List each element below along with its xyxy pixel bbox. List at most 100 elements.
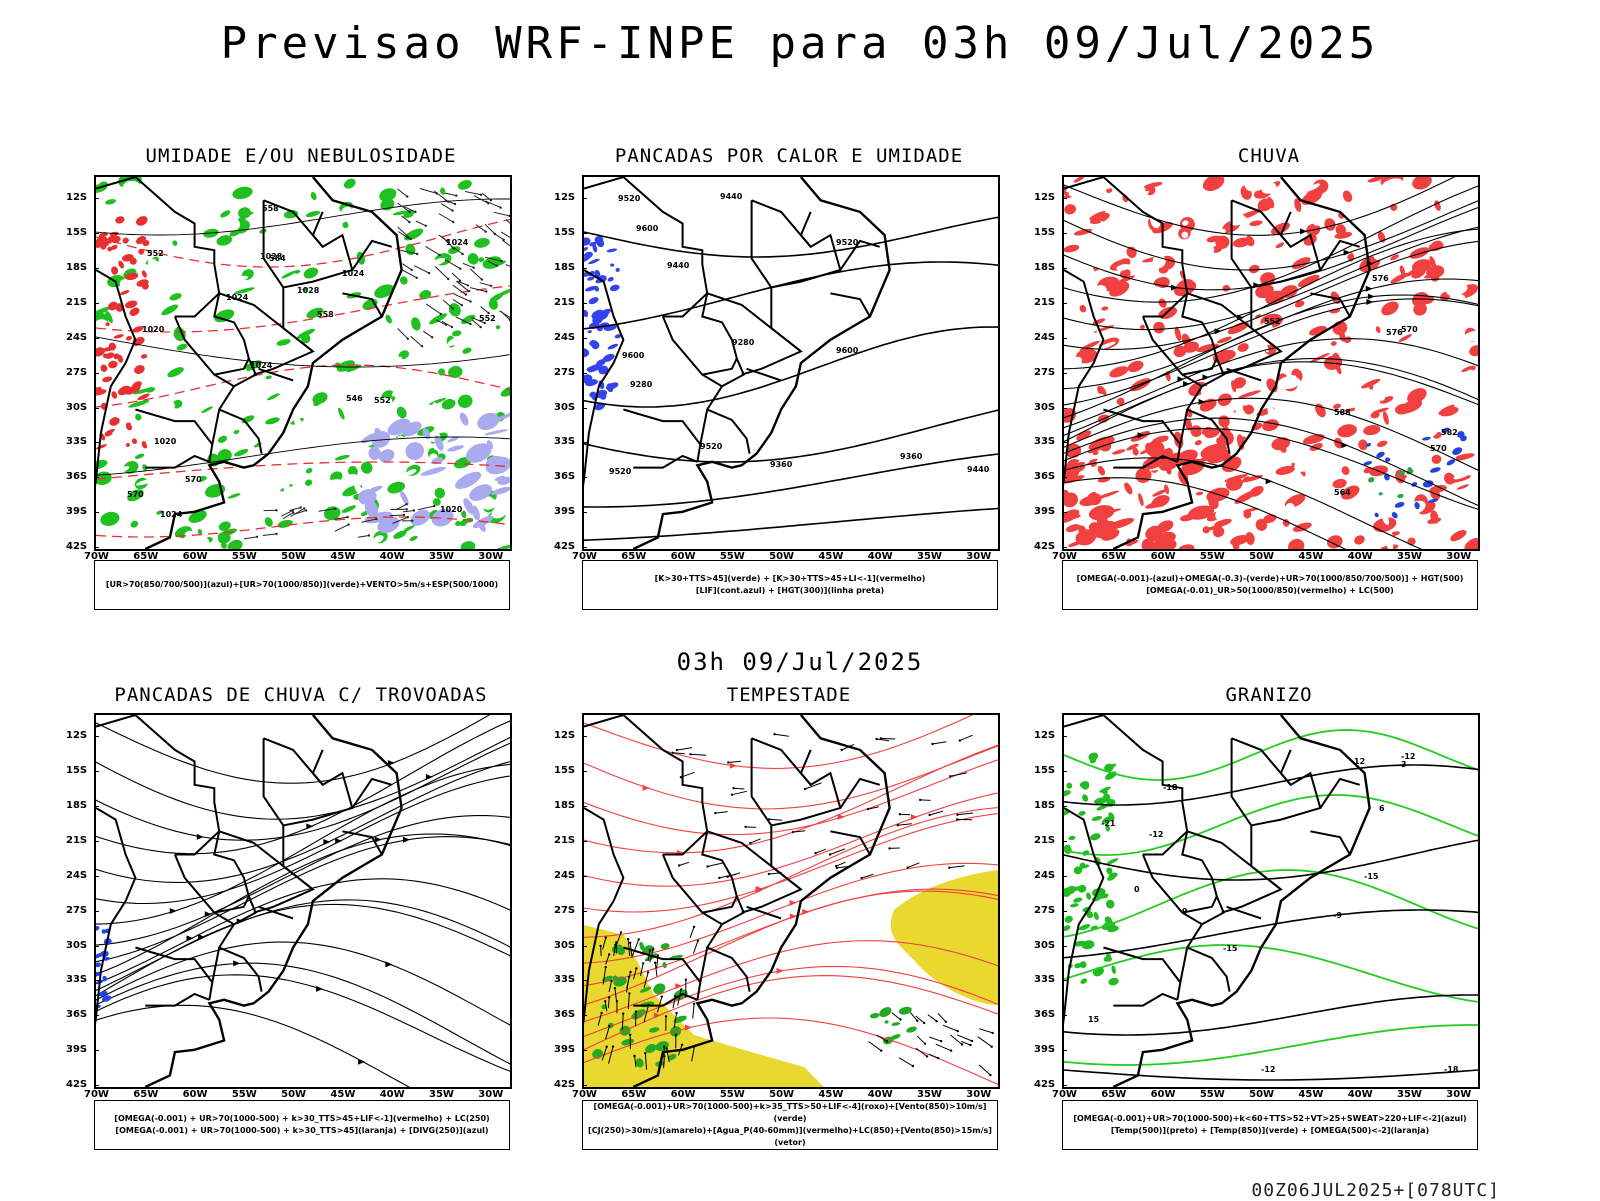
country-border <box>840 779 879 808</box>
wind-vector-head <box>605 936 607 938</box>
wind-vector-head <box>622 1012 624 1014</box>
field-blob <box>1261 417 1281 433</box>
latitude-tick-mark <box>94 771 99 772</box>
wind-vector-head <box>600 1012 602 1014</box>
longitude-tick: 65W <box>133 1089 158 1100</box>
legend-box-granizo: [OMEGA(-0.001)+UR>70(1000-500)+k<60+TTS>… <box>1062 1100 1478 1150</box>
field-blob <box>1410 177 1434 192</box>
field-blob <box>1196 209 1214 222</box>
field-blob <box>293 416 303 427</box>
field-blob <box>1379 299 1401 319</box>
field-blob <box>304 478 313 487</box>
field-blob <box>1382 411 1390 426</box>
field-blob <box>458 411 470 427</box>
field-blob <box>1468 343 1478 357</box>
streamline-arrow <box>777 968 784 974</box>
latitude-tick-mark <box>1062 876 1067 877</box>
latitude-tick-mark <box>582 268 587 269</box>
streamline-arrow <box>186 935 193 941</box>
wind-vector <box>453 285 466 294</box>
wind-vector-head <box>950 1050 952 1052</box>
field-blob <box>141 354 148 360</box>
contour-label: -12 <box>1149 830 1163 839</box>
field-blob <box>588 296 600 306</box>
latitude-tick: 39S <box>554 1044 575 1055</box>
legend-line: [OMEGA(-0.001)+UR>70(1000-500)+k>35_TTS>… <box>583 1101 997 1125</box>
field-blob <box>410 316 422 332</box>
field-blob <box>171 240 178 247</box>
wind-vector <box>485 201 500 208</box>
contour-label: 552 <box>147 249 164 258</box>
wind-vector <box>943 1025 958 1031</box>
wind-vector-head <box>693 926 695 928</box>
country-border <box>145 456 209 468</box>
forecast-map <box>96 715 510 1087</box>
field-blob <box>1077 883 1088 894</box>
field-blob <box>338 528 354 543</box>
field-blob <box>125 335 132 341</box>
field-blob <box>125 442 130 447</box>
longitude-tick: 70W <box>1052 1089 1077 1100</box>
country-border <box>1177 948 1187 1000</box>
field-blob <box>99 510 121 528</box>
field-blob <box>131 438 138 445</box>
field-blob <box>1194 439 1203 446</box>
field-blob <box>1333 199 1340 210</box>
field-blob <box>495 325 501 331</box>
wind-vector <box>465 192 481 195</box>
wind-vector <box>454 294 470 301</box>
field-blob <box>279 502 299 516</box>
wind-vector-head <box>292 509 294 511</box>
field-blob <box>1355 207 1378 227</box>
contour-label: 9280 <box>732 338 755 347</box>
field-blob <box>1374 512 1380 518</box>
field-blob <box>1286 536 1307 549</box>
wind-vector-head <box>992 1032 994 1034</box>
field-blob <box>1311 418 1319 427</box>
latitude-tick: 18S <box>1034 262 1055 273</box>
field-blob <box>439 187 446 195</box>
wind-vector <box>423 331 432 337</box>
field-layer: 1020102010241024102410241028102810201024… <box>96 177 510 549</box>
contour-label: 9600 <box>622 351 645 360</box>
wind-vector-head <box>926 1055 928 1057</box>
latitude-tick-mark <box>1062 233 1067 234</box>
contour-label: 3 <box>1401 760 1407 769</box>
field-blob <box>276 338 292 347</box>
contour-line <box>1064 840 1478 880</box>
country-border <box>830 293 870 316</box>
field-blob <box>1078 304 1087 314</box>
wind-vector-head <box>480 194 482 196</box>
wind-vector-head <box>693 1003 695 1005</box>
streamline <box>584 743 998 853</box>
latitude-tick-mark <box>94 442 99 443</box>
wind-vector-head <box>961 1043 963 1045</box>
legend-box-umidade: [UR>70(850/700/500)](azul)+[UR>70(1000/8… <box>94 560 510 610</box>
wind-vector-head <box>916 1020 918 1022</box>
contour-label: 546 <box>346 394 363 403</box>
legend-line: [OMEGA(-0.001) + UR>70(1000-500) + k>30_… <box>95 1113 509 1125</box>
country-border <box>145 994 209 1006</box>
field-blob <box>356 341 365 351</box>
streamline-arrow <box>170 908 177 914</box>
longitude-tick: 35W <box>917 1089 942 1100</box>
field-blob <box>1195 491 1203 496</box>
longitude-tick: 40W <box>868 1089 893 1100</box>
latitude-tick: 30S <box>1034 402 1055 413</box>
wind-vector-head <box>428 272 430 274</box>
wind-vector <box>793 831 805 832</box>
country-border <box>702 358 737 374</box>
latitude-tick-mark <box>94 841 99 842</box>
field-blob <box>289 383 302 394</box>
wind-vector-head <box>490 199 492 201</box>
latitude-tick: 24S <box>66 870 87 881</box>
wind-vector-head <box>714 812 716 814</box>
field-blob <box>108 416 121 428</box>
wind-vector-head <box>375 518 377 520</box>
latitude-tick: 30S <box>554 940 575 951</box>
wind-vector <box>708 863 724 867</box>
latitude-tick: 33S <box>554 436 575 447</box>
wind-vector-head <box>749 842 751 844</box>
field-blob <box>102 376 113 384</box>
contour-line <box>1064 795 1478 855</box>
